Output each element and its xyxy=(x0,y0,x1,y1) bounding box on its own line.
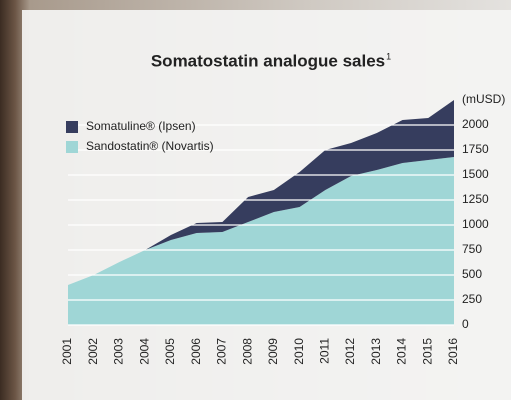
title-footnote-marker: 1 xyxy=(386,51,391,61)
chart: Somatostatin analogue sales 1 (mUSD) 0 25… xyxy=(0,0,511,400)
x-tick-label: 2008 xyxy=(240,338,254,365)
x-tick-label: 2015 xyxy=(420,338,434,365)
y-tick-label: 250 xyxy=(462,292,482,306)
y-tick-label: 2000 xyxy=(462,117,489,131)
legend-label: Somatuline® (Ipsen) xyxy=(86,119,196,133)
x-tick-label: 2002 xyxy=(86,338,100,365)
y-tick-label: 750 xyxy=(462,242,482,256)
x-tick-label: 2014 xyxy=(395,338,409,365)
chart-title: Somatostatin analogue sales xyxy=(151,51,385,70)
y-tick-label: 500 xyxy=(462,267,482,281)
y-tick-label: 1500 xyxy=(462,167,489,181)
x-tick-label: 2009 xyxy=(266,338,280,365)
x-tick-label: 2016 xyxy=(446,338,460,365)
x-tick-label: 2012 xyxy=(343,338,357,365)
x-tick-label: 2005 xyxy=(163,338,177,365)
legend-swatch xyxy=(66,141,78,153)
x-tick-label: 2007 xyxy=(215,338,229,365)
y-tick-label: 1000 xyxy=(462,217,489,231)
x-tick-label: 2004 xyxy=(137,338,151,365)
y-tick-label: 1250 xyxy=(462,192,489,206)
x-tick-label: 2001 xyxy=(60,338,74,365)
legend-swatch xyxy=(66,121,78,133)
legend-label: Sandostatin® (Novartis) xyxy=(86,139,214,153)
y-tick-label: 1750 xyxy=(462,142,489,156)
y-tick-label: 0 xyxy=(462,317,469,331)
x-tick-label: 2003 xyxy=(112,338,126,365)
x-tick-label: 2006 xyxy=(189,338,203,365)
x-tick-label: 2011 xyxy=(318,338,332,364)
y-axis-label: (mUSD) xyxy=(462,92,505,106)
x-tick-label: 2013 xyxy=(369,338,383,365)
x-tick-label: 2010 xyxy=(292,338,306,365)
